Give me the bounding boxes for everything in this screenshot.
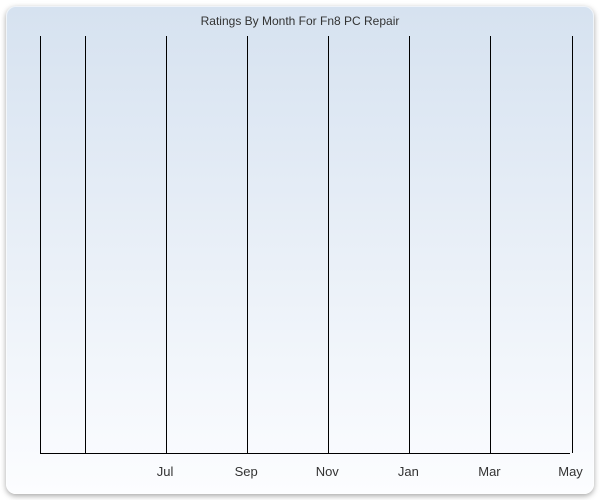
ratings-chart-card: Ratings By Month For Fn8 PC Repair Jul Se… [6,6,594,494]
x-gridline [247,36,248,453]
x-axis-label: Sep [235,464,258,479]
x-axis-label: Jan [398,464,419,479]
x-axis-label: Jul [157,464,174,479]
plot-area [40,36,570,454]
x-gridline [572,36,573,453]
x-axis-label: Nov [316,464,339,479]
x-gridline [85,36,86,453]
chart-title: Ratings By Month For Fn8 PC Repair [6,14,594,28]
x-gridline [490,36,491,453]
x-gridline [166,36,167,453]
x-axis-label: Mar [478,464,500,479]
x-axis-label: May [558,464,583,479]
x-gridline [328,36,329,453]
x-gridline [409,36,410,453]
